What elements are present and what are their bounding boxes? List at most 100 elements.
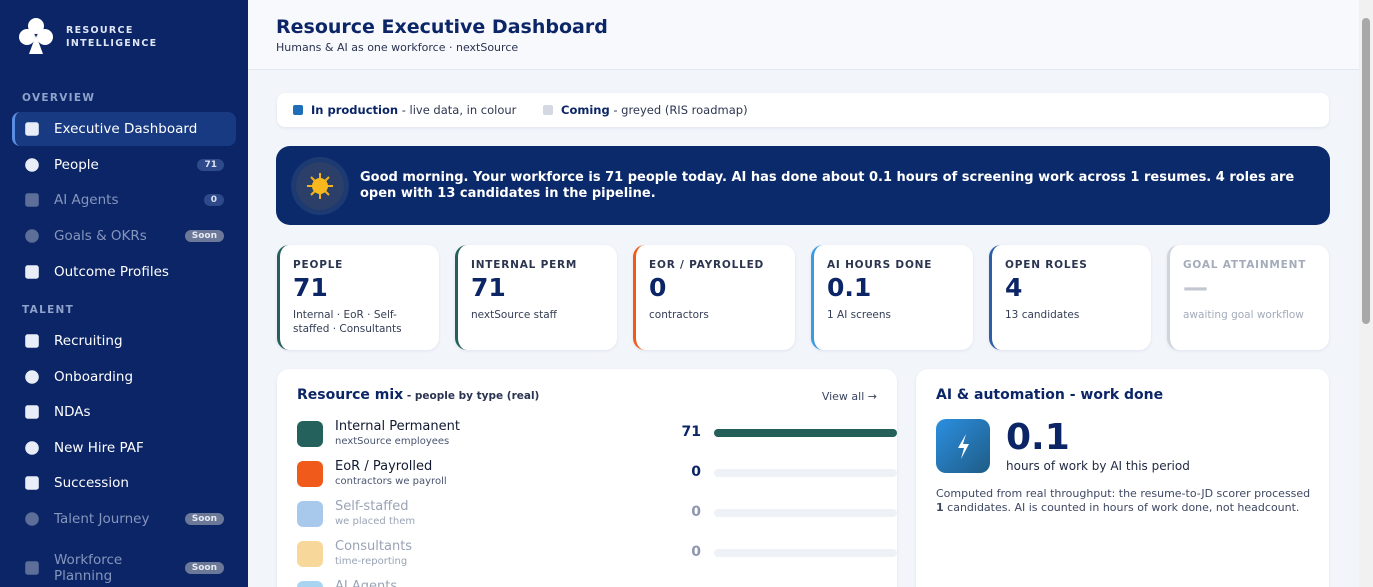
nav-icon xyxy=(25,158,39,172)
nav-icon xyxy=(25,512,39,526)
row-track xyxy=(714,429,897,437)
nav-label: People xyxy=(54,157,99,173)
note-strong: 1 xyxy=(936,501,944,514)
kpi-sub: nextSource staff xyxy=(471,309,557,321)
nav-item[interactable]: NDAs xyxy=(12,395,236,429)
view-all-link[interactable]: View all → xyxy=(821,390,877,403)
nav-label: Outcome Profiles xyxy=(54,264,169,280)
nav-item[interactable]: New Hire PAF xyxy=(12,431,236,465)
panel-subtitle: - people by type (real) xyxy=(403,390,540,402)
nav-icon xyxy=(25,229,39,243)
nav-icon xyxy=(25,265,39,279)
brand-line: INTELLIGENCE xyxy=(66,38,158,49)
nav-icon xyxy=(25,193,39,207)
nav-item[interactable]: Talent Journey Soon xyxy=(12,502,236,536)
nav-item[interactable]: People 71 xyxy=(12,148,236,182)
row-track xyxy=(714,509,897,517)
row-desc: time-reporting xyxy=(335,556,408,567)
nav-label: Succession xyxy=(54,475,129,491)
nav-item[interactable]: AI Agents 0 xyxy=(12,183,236,217)
ai-unit: hours of work by AI this period xyxy=(1006,459,1190,473)
ai-icon xyxy=(936,419,990,473)
mix-row: Self-staffed we placed them 0 xyxy=(297,499,897,535)
nav-item[interactable]: Goals & OKRs Soon xyxy=(12,219,236,253)
nav-badge: Soon xyxy=(184,513,224,525)
nav-label: NDAs xyxy=(54,404,91,420)
legend-item: Coming - greyed (RIS roadmap) xyxy=(543,103,748,117)
row-value: 0 xyxy=(691,504,701,520)
nav-icon xyxy=(25,405,39,419)
kpi-card: EOR / PAYROLLED 0 contractors xyxy=(633,245,795,350)
row-value: 0 xyxy=(691,464,701,480)
nav-icon xyxy=(25,370,39,384)
kpi-sub: Internal · EoR · Self-staffed · Consulta… xyxy=(293,309,402,335)
nav-item[interactable]: Workforce Planning Soon xyxy=(12,546,236,587)
banner-text: Good morning. Your workforce is 71 peopl… xyxy=(360,170,1310,202)
kpi-sub: contractors xyxy=(649,309,709,321)
row-icon xyxy=(297,421,323,447)
kpi-sub: awaiting goal workflow xyxy=(1183,309,1304,321)
kpi-card: PEOPLE 71 Internal · EoR · Self-staffed · … xyxy=(277,245,439,350)
kpi-value: 71 xyxy=(471,273,506,302)
legend-swatch xyxy=(543,105,553,115)
row-name: Internal Permanent xyxy=(335,419,460,434)
nav-item[interactable]: Onboarding xyxy=(12,360,236,394)
row-icon xyxy=(297,581,323,587)
row-name: Consultants xyxy=(335,539,413,554)
banner: Good morning. Your workforce is 71 peopl… xyxy=(276,146,1330,225)
ai-note: Computed from real throughput: the resum… xyxy=(936,487,1316,515)
row-value: 71 xyxy=(681,424,701,440)
kpi-value: — xyxy=(1183,273,1208,302)
nav-item[interactable]: Executive Dashboard xyxy=(12,112,236,146)
nav-item[interactable]: Succession xyxy=(12,466,236,500)
row-desc: we placed them xyxy=(335,516,416,527)
kpi-label: INTERNAL PERM xyxy=(471,259,578,271)
sun-icon xyxy=(291,157,349,215)
kpi-card: OPEN ROLES 4 13 candidates xyxy=(989,245,1151,350)
row-track xyxy=(714,469,897,477)
kpi-label: PEOPLE xyxy=(293,259,344,271)
kpi-label: EOR / PAYROLLED xyxy=(649,259,765,271)
row-track xyxy=(714,549,897,557)
nav-item[interactable]: Outcome Profiles xyxy=(12,255,236,289)
scroll-thumb[interactable] xyxy=(1362,18,1370,324)
nav-badge: Soon xyxy=(184,562,224,574)
kpi-card: GOAL ATTAINMENT — awaiting goal workflow xyxy=(1167,245,1329,350)
nav-badge: Soon xyxy=(184,230,224,242)
panel-title: Resource mix - people by type (real) xyxy=(297,387,539,403)
kpi-label: OPEN ROLES xyxy=(1005,259,1088,271)
panel-title-text: Resource mix xyxy=(297,387,404,403)
nav-badge: 0 xyxy=(203,194,224,206)
kpi-label: AI HOURS DONE xyxy=(827,259,933,271)
scrollbar xyxy=(1359,0,1373,587)
kpi-label: GOAL ATTAINMENT xyxy=(1183,259,1307,271)
legend: In production - live data, in colour Comi… xyxy=(277,93,1329,127)
nav-label: Executive Dashboard xyxy=(54,121,198,137)
brand-line: RESOURCE xyxy=(66,25,134,36)
legend-strong: In production xyxy=(311,103,399,117)
row-desc: nextSource employees xyxy=(335,436,450,447)
nav-badge: 71 xyxy=(197,159,224,171)
nav-icon xyxy=(25,122,39,136)
kpi-card: AI HOURS DONE 0.1 1 AI screens xyxy=(811,245,973,350)
note-text: candidates. AI is counted in hours of wo… xyxy=(943,501,1300,514)
nav-icon xyxy=(25,334,39,348)
row-value: 0 xyxy=(691,544,701,560)
banner-body: Your workforce is 71 people today. AI ha… xyxy=(360,170,1295,201)
resource-mix-panel: Resource mix - people by type (real) Vie… xyxy=(277,369,897,587)
nav-item[interactable]: Recruiting xyxy=(12,324,236,358)
row-icon xyxy=(297,461,323,487)
panel-title: AI & automation - work done xyxy=(936,387,1164,403)
kpi-value: 0.1 xyxy=(827,273,872,302)
nav-section-title: TALENT xyxy=(22,304,75,316)
nav-label: AI Agents xyxy=(54,192,119,208)
kpi-value: 0 xyxy=(649,273,667,302)
kpi-sub: 1 AI screens xyxy=(827,309,892,321)
row-icon xyxy=(297,541,323,567)
row-name: AI Agents xyxy=(335,579,398,587)
kpi-value: 71 xyxy=(293,273,328,302)
nav-label: Talent Journey xyxy=(54,511,150,527)
ai-panel: AI & automation - work done 0.1 hours of… xyxy=(916,369,1329,587)
kpi-card: INTERNAL PERM 71 nextSource staff xyxy=(455,245,617,350)
